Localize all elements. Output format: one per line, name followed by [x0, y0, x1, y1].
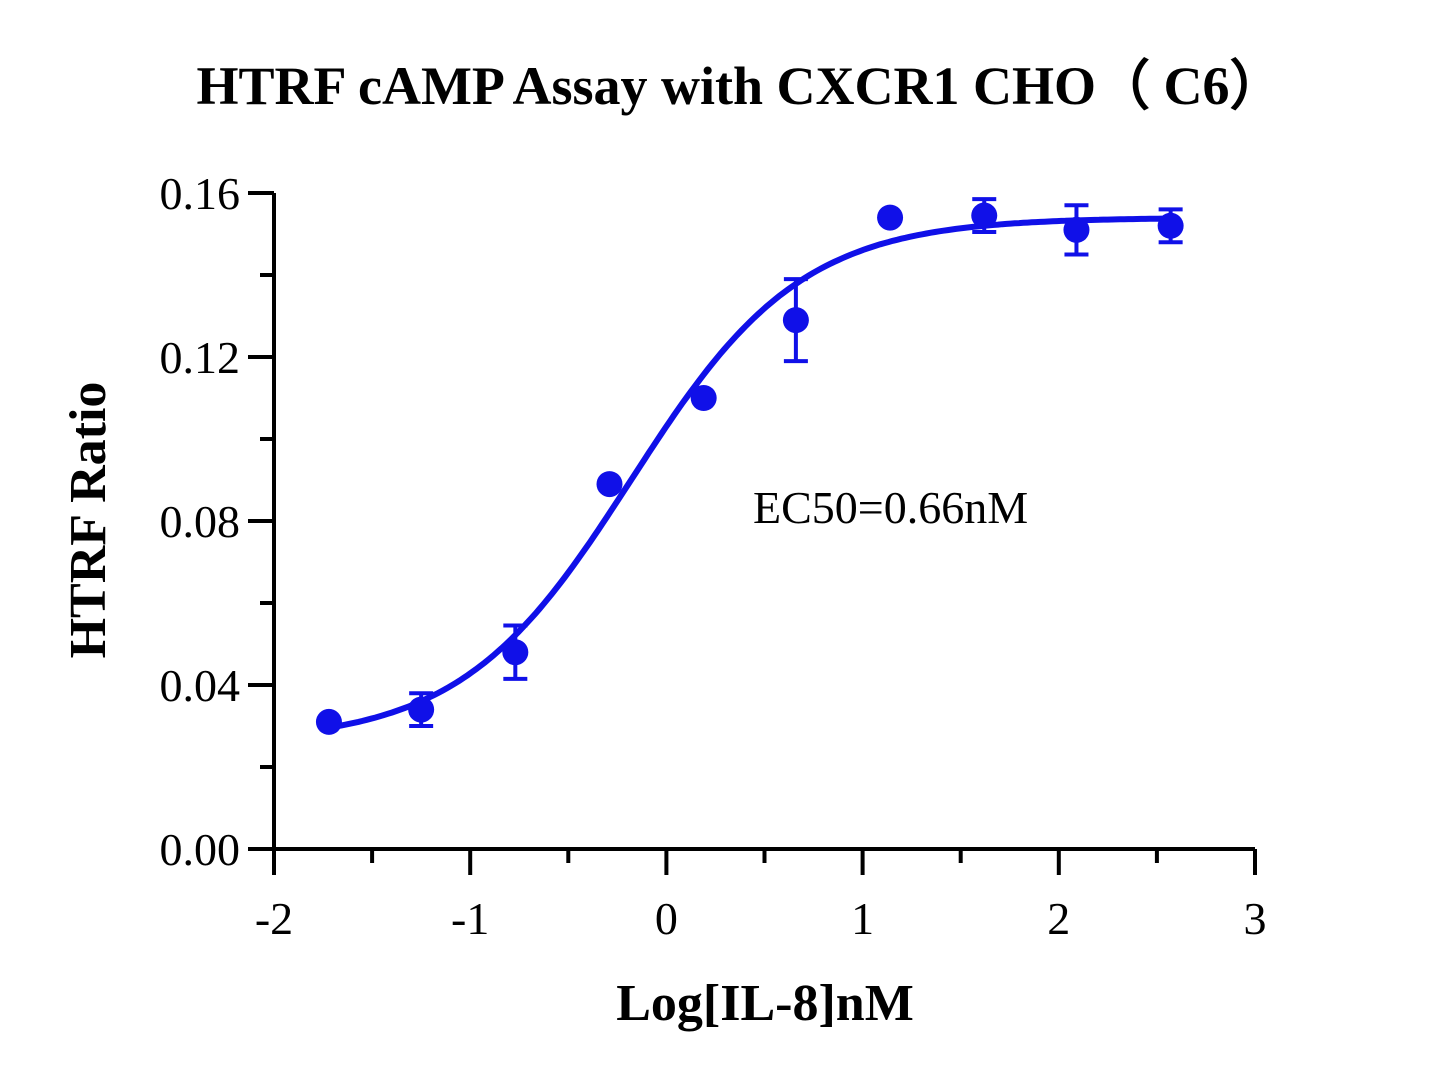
y-tick-label: 0.08 — [160, 496, 241, 547]
x-tick-label: -2 — [255, 893, 293, 944]
x-tick-label: 3 — [1244, 893, 1267, 944]
data-point — [315, 708, 342, 735]
data-point — [408, 696, 435, 723]
data-point — [690, 385, 717, 411]
data-point — [877, 204, 904, 231]
x-tick-label: 0 — [655, 893, 678, 944]
x-axis-label: Log[IL-8]nM — [616, 975, 914, 1032]
x-tick-label: 1 — [851, 893, 874, 944]
y-axis-label: HTRF Ratio — [60, 382, 117, 659]
y-tick-label: 0.12 — [160, 332, 241, 383]
data-point — [1157, 212, 1184, 239]
data-point — [596, 471, 623, 498]
data-point — [782, 307, 809, 334]
chart-title: HTRF cAMP Assay with CXCR1 CHO（ C6） — [197, 56, 1284, 116]
ec50-annotation: EC50=0.66nM — [753, 482, 1028, 533]
x-tick-label: 2 — [1047, 893, 1070, 944]
y-tick-label: 0.00 — [160, 824, 241, 875]
y-tick-label: 0.04 — [160, 660, 241, 711]
data-point — [971, 202, 998, 229]
y-tick-label: 0.16 — [160, 168, 241, 219]
x-tick-label: -1 — [451, 893, 489, 944]
fit-curve — [328, 215, 1171, 731]
data-point — [502, 639, 529, 666]
data-point — [1063, 216, 1090, 243]
